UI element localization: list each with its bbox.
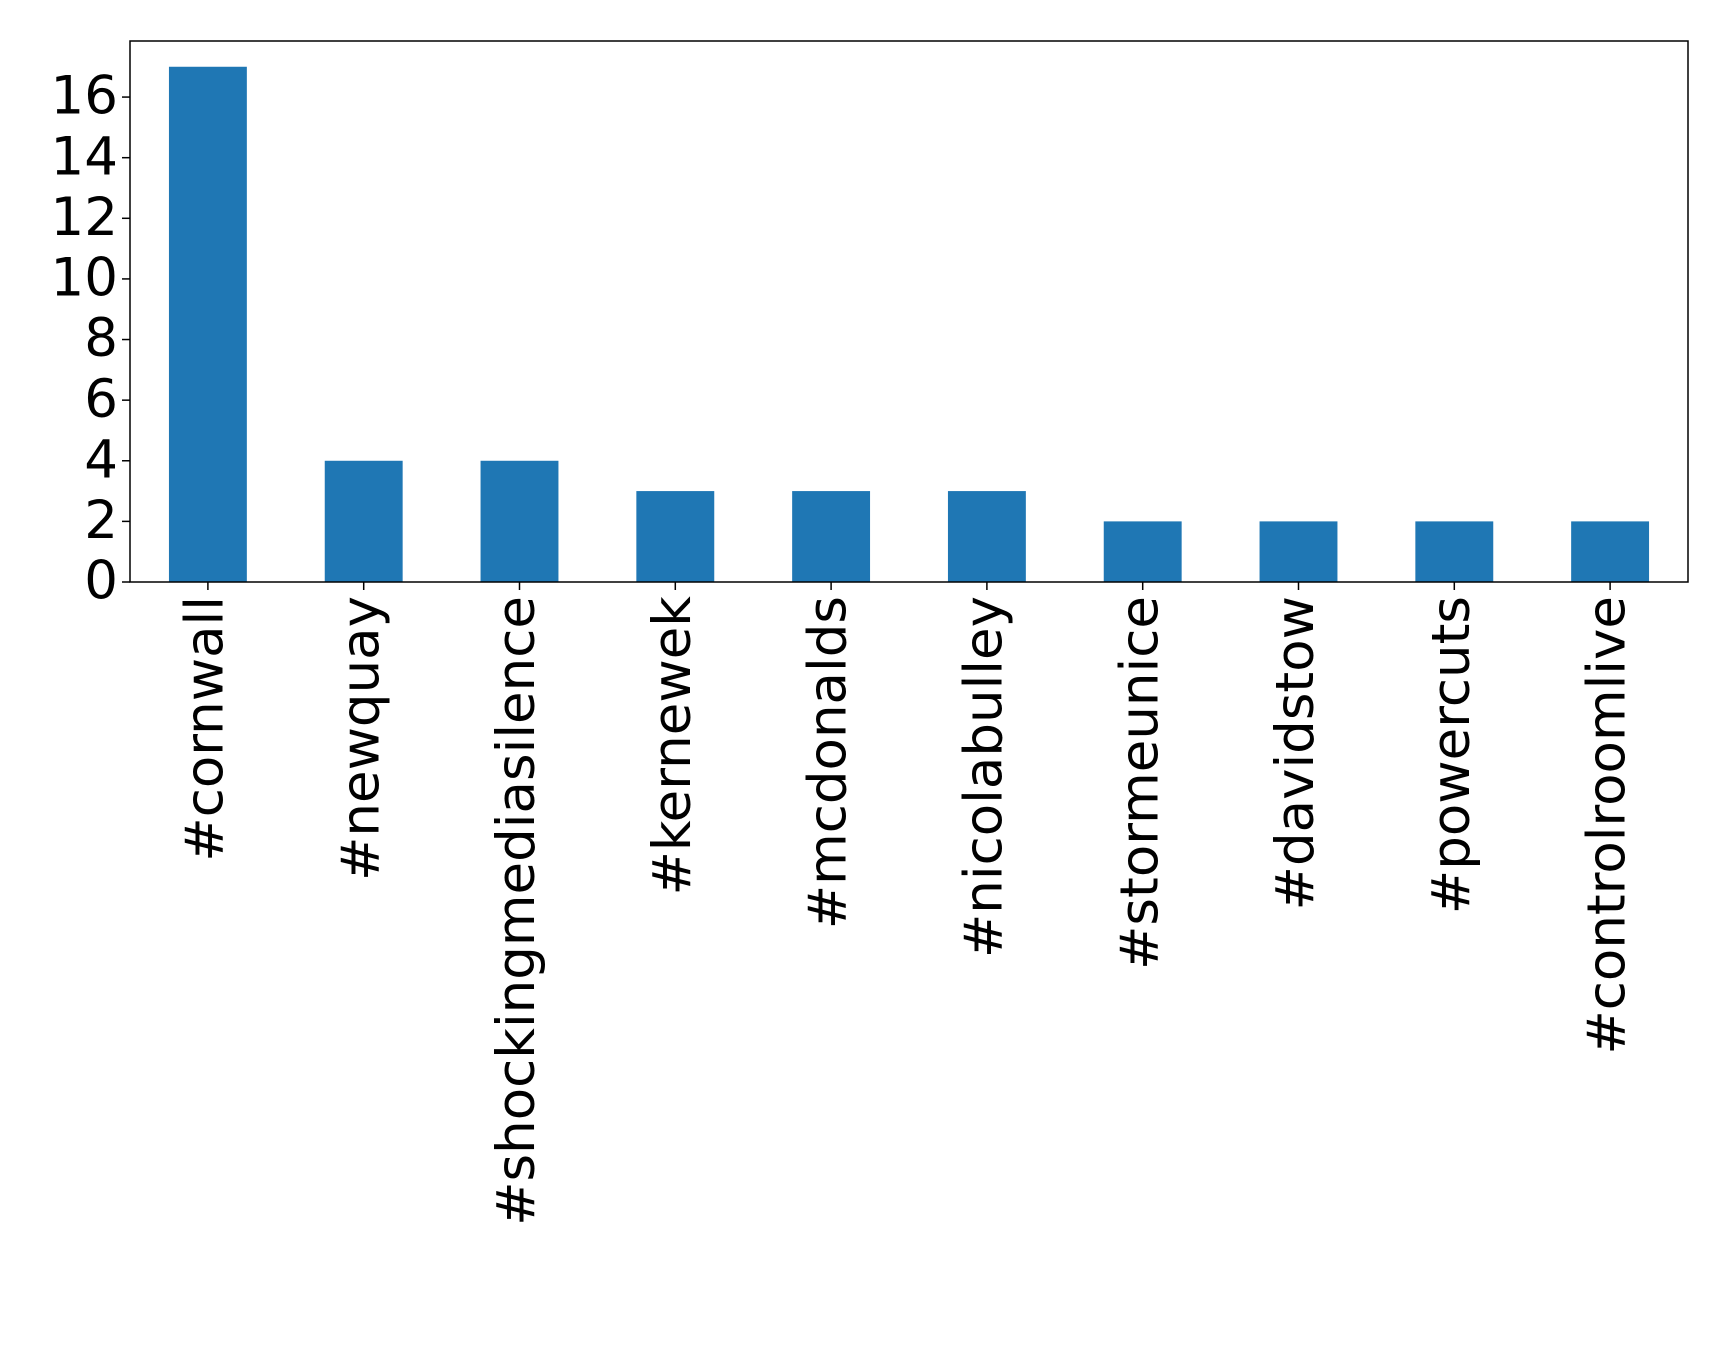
x-tick-label: #mcdonalds (798, 596, 859, 929)
bar (480, 460, 559, 582)
x-tick-label: #controlroomlive (1577, 596, 1638, 1055)
x-tick-label: #nicolabulley (954, 596, 1015, 958)
x-tick-label: #stormeunice (1109, 596, 1170, 970)
x-tick-label: #kernewek (642, 596, 703, 896)
bar (636, 491, 715, 582)
bar (1415, 521, 1494, 582)
y-tick-label: 4 (84, 429, 118, 490)
y-tick-label: 16 (51, 66, 118, 127)
y-tick-label: 12 (51, 187, 118, 248)
y-tick-label: 2 (84, 490, 118, 551)
y-tick-label: 14 (51, 126, 118, 187)
y-tick-label: 6 (84, 369, 118, 430)
bar (168, 66, 247, 582)
bar (1103, 521, 1182, 582)
x-tick-label: #davidstow (1265, 596, 1326, 910)
bar (947, 491, 1026, 582)
x-tick-label: #newquay (330, 596, 391, 881)
x-tick-label: #powercuts (1421, 596, 1482, 914)
bar (1571, 521, 1650, 582)
bar (1259, 521, 1338, 582)
bar (792, 491, 871, 582)
y-tick-label: 10 (51, 248, 118, 309)
plot-frame (129, 40, 1689, 583)
x-tick-label: #cornwall (175, 596, 236, 862)
y-tick-label: 8 (84, 308, 118, 369)
bar (324, 460, 403, 582)
x-tick-label: #shockingmediasilence (486, 596, 547, 1226)
y-tick-label: 0 (84, 551, 118, 612)
